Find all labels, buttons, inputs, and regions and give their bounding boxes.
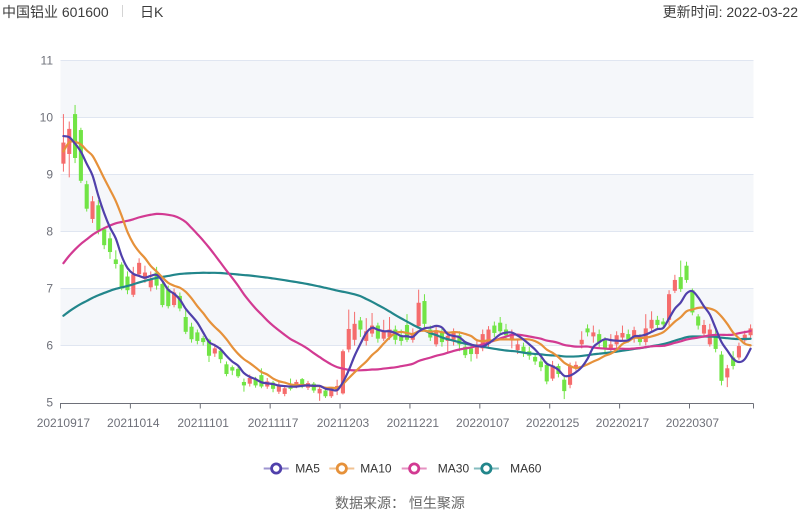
svg-text:20220107: 20220107 — [456, 416, 510, 430]
svg-text:5: 5 — [46, 396, 53, 410]
svg-text:9: 9 — [46, 168, 53, 182]
svg-text:20210917: 20210917 — [37, 416, 91, 430]
svg-text:20220217: 20220217 — [596, 416, 650, 430]
svg-text:20211014: 20211014 — [107, 416, 160, 430]
svg-text:20211101: 20211101 — [177, 416, 229, 430]
svg-text:MA5: MA5 — [295, 462, 320, 476]
svg-text:MA10: MA10 — [360, 462, 392, 476]
svg-text:20211117: 20211117 — [248, 416, 299, 430]
svg-text:20211221: 20211221 — [387, 416, 440, 430]
svg-text:数据来源： 恒生聚源: 数据来源： 恒生聚源 — [335, 495, 465, 511]
svg-text:7: 7 — [46, 282, 53, 296]
svg-text:MA60: MA60 — [510, 462, 542, 476]
svg-text:日K: 日K — [140, 4, 164, 20]
svg-text:6: 6 — [46, 339, 53, 353]
svg-text:20220307: 20220307 — [666, 416, 720, 430]
svg-text:8: 8 — [46, 225, 53, 239]
svg-text:20211203: 20211203 — [317, 416, 370, 430]
svg-text:MA30: MA30 — [438, 462, 470, 476]
svg-text:10: 10 — [40, 111, 54, 125]
svg-text:11: 11 — [41, 54, 54, 68]
svg-text:更新时间: 2022-03-22: 更新时间: 2022-03-22 — [663, 4, 799, 20]
svg-text:20220125: 20220125 — [526, 416, 580, 430]
svg-text:中国铝业 601600: 中国铝业 601600 — [2, 4, 109, 20]
